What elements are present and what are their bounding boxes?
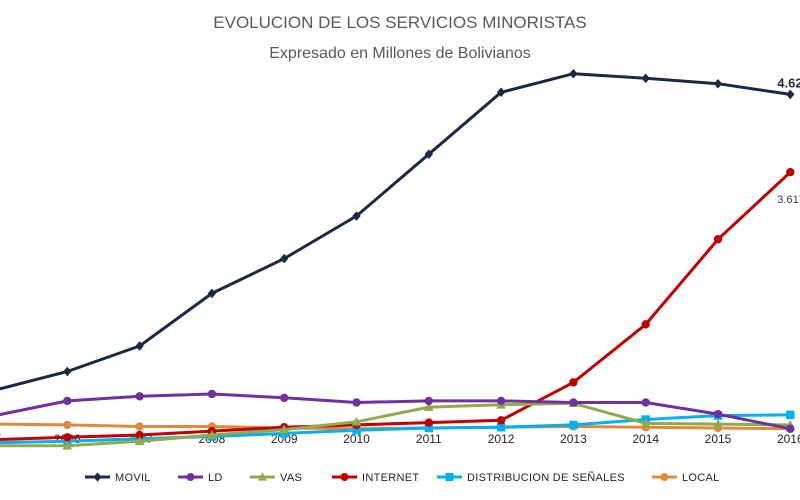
x-tick-label: 2013 <box>560 432 587 446</box>
data-point-ld <box>786 424 795 433</box>
legend-label: LOCAL <box>682 472 720 484</box>
data-point-movil <box>569 68 578 79</box>
series-line-vas <box>0 401 792 448</box>
legend-label: INTERNET <box>362 472 419 484</box>
data-point-ld <box>352 398 361 407</box>
data-point-distribucion-de-senales <box>569 420 578 430</box>
x-tick-label: 2016 <box>777 432 800 446</box>
legend-marker <box>340 473 349 481</box>
data-point-local <box>135 422 144 431</box>
data-point-distribucion-de-senales <box>496 423 506 432</box>
data-point-ld <box>63 396 72 406</box>
data-point-internet <box>641 320 650 329</box>
data-point-movil <box>135 341 144 351</box>
data-point-ld <box>135 392 144 401</box>
data-point-internet <box>63 433 72 442</box>
data-point-distribucion-de-senales <box>280 429 289 438</box>
legend-marker <box>660 473 669 481</box>
legend-item-vas: VAS <box>250 472 302 484</box>
series-line-movil <box>0 72 792 391</box>
series-line-distribucion-de-senales <box>0 413 792 445</box>
data-point-movil <box>424 149 433 159</box>
x-tick-label: 2010 <box>343 432 370 446</box>
data-point-vas <box>424 402 434 411</box>
legend-item-movil: MOVIL <box>85 472 151 484</box>
data-point-ld <box>280 393 289 403</box>
x-axis: 0520062007200820092010201120122013201420… <box>0 432 800 446</box>
data-point-ld <box>569 398 578 407</box>
legend-label: LD <box>208 472 223 484</box>
legend-marker <box>186 473 195 481</box>
plot-area <box>0 68 796 450</box>
chart-subtitle: Expresado en Millones de Bolivianos <box>269 45 530 62</box>
chart-title: EVOLUCION DE LOS SERVICIOS MINORISTAS <box>213 13 586 32</box>
data-point-movil <box>641 73 650 84</box>
data-point-ld <box>641 398 650 407</box>
series-movil <box>0 68 795 391</box>
legend-marker <box>257 472 268 481</box>
series-line-ld <box>0 392 792 431</box>
data-label-movil: 4.622 <box>777 75 800 90</box>
data-point-ld <box>496 396 506 406</box>
data-point-ld <box>424 396 433 406</box>
data-point-vas <box>207 429 217 439</box>
legend-label: DISTRIBUCION DE SEÑALES <box>467 471 625 484</box>
data-point-internet <box>786 167 795 177</box>
data-point-vas <box>62 440 73 450</box>
data-point-movil <box>786 89 795 100</box>
legend-label: VAS <box>280 472 302 484</box>
legend-item-internet: INTERNET <box>332 472 419 484</box>
data-point-distribucion-de-senales <box>786 410 795 420</box>
legend-label: MOVIL <box>115 472 151 484</box>
data-point-internet <box>135 430 144 440</box>
data-point-movil <box>496 87 506 98</box>
series-line-internet <box>0 170 792 441</box>
legend-item-distribucion-de-senales: DISTRIBUCION DE SEÑALES <box>437 471 625 484</box>
data-label-internet: 3.617 <box>777 194 800 206</box>
data-point-vas <box>279 424 289 434</box>
data-point-ld <box>207 389 217 399</box>
legend-item-ld: LD <box>178 472 223 484</box>
data-point-movil <box>352 211 361 221</box>
data-point-local <box>63 420 72 430</box>
legend: MOVIL LD VAS INTERNET DISTRIBUCION DE SEÑALE… <box>85 471 720 484</box>
x-tick-label: 2014 <box>632 432 659 446</box>
legend-marker <box>445 473 454 481</box>
data-point-internet <box>496 416 506 425</box>
data-labels: 4.622 3.617 <box>777 75 800 206</box>
x-tick-label: 2009 <box>271 432 298 446</box>
data-point-movil <box>280 253 289 264</box>
legend-marker <box>93 472 102 482</box>
x-tick-label: 2011 <box>416 432 442 446</box>
data-point-internet <box>569 378 578 387</box>
data-point-ld <box>713 409 723 419</box>
data-point-internet <box>424 418 433 427</box>
data-point-movil <box>63 366 72 377</box>
x-tick-label: 2012 <box>488 432 515 446</box>
data-point-vas <box>640 418 651 428</box>
data-point-distribucion-de-senales <box>352 426 361 435</box>
legend-item-local: LOCAL <box>652 472 720 484</box>
series-ld <box>0 389 795 433</box>
data-point-vas <box>351 416 362 426</box>
x-tick-label: 2015 <box>705 432 732 446</box>
data-point-distribucion-de-senales <box>424 423 433 433</box>
data-point-vas <box>134 436 145 445</box>
series-local <box>0 420 795 433</box>
data-point-vas <box>713 419 723 428</box>
data-point-movil <box>207 288 217 299</box>
data-point-movil <box>713 78 723 89</box>
data-point-internet <box>713 235 723 244</box>
